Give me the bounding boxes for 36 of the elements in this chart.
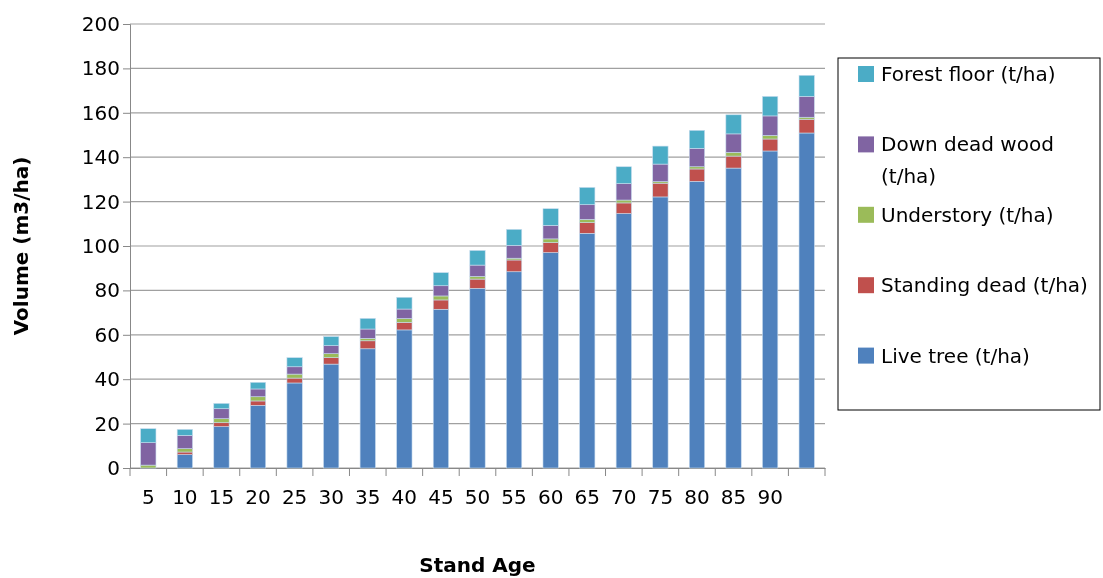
y-tick-label: 160 bbox=[81, 100, 120, 125]
legend-label: Live tree (t/ha) bbox=[881, 343, 1030, 368]
y-tick-label: 80 bbox=[94, 278, 120, 303]
x-tick-label: 80 bbox=[684, 485, 710, 510]
x-tick-label: 65 bbox=[574, 485, 600, 510]
x-tick-label: 35 bbox=[355, 485, 381, 510]
x-tick-label: 20 bbox=[245, 485, 271, 510]
y-tick-label: 100 bbox=[81, 233, 120, 258]
y-tick-label: 20 bbox=[94, 411, 120, 436]
legend-label: Understory (t/ha) bbox=[881, 202, 1054, 227]
x-tick-label: 5 bbox=[141, 485, 155, 510]
y-tick-label: 200 bbox=[81, 11, 120, 36]
legend-label: Down dead wood (t/ha) bbox=[881, 132, 1054, 189]
x-tick-label: 40 bbox=[391, 485, 418, 510]
y-tick-label: 60 bbox=[94, 322, 120, 347]
x-tick-label: 30 bbox=[318, 485, 344, 510]
y-axis-title: Volume (m3/ha) bbox=[9, 156, 33, 336]
x-tick-label: 10 bbox=[172, 485, 198, 510]
x-tick-label: 75 bbox=[647, 485, 674, 510]
legend-label: Forest floor (t/ha) bbox=[881, 62, 1056, 86]
x-tick-label: 85 bbox=[720, 485, 747, 510]
x-tick-label: 25 bbox=[281, 485, 308, 510]
y-tick-label: 0 bbox=[107, 455, 120, 480]
x-tick-label: 90 bbox=[757, 485, 783, 510]
y-tick-label: 120 bbox=[81, 189, 120, 214]
y-tick-label: 140 bbox=[81, 145, 120, 170]
y-tick-label: 40 bbox=[94, 367, 120, 392]
y-tick-label: 180 bbox=[81, 56, 120, 81]
x-tick-label: 70 bbox=[611, 485, 637, 510]
x-axis-title: Stand Age bbox=[419, 553, 536, 577]
x-tick-label: 55 bbox=[501, 485, 527, 510]
x-tick-label: 15 bbox=[208, 485, 235, 510]
x-tick-label: 45 bbox=[428, 485, 454, 510]
legend-label: Standing dead (t/ha) bbox=[881, 273, 1088, 298]
x-tick-label: 50 bbox=[464, 485, 491, 510]
x-tick-label: 60 bbox=[537, 485, 564, 510]
